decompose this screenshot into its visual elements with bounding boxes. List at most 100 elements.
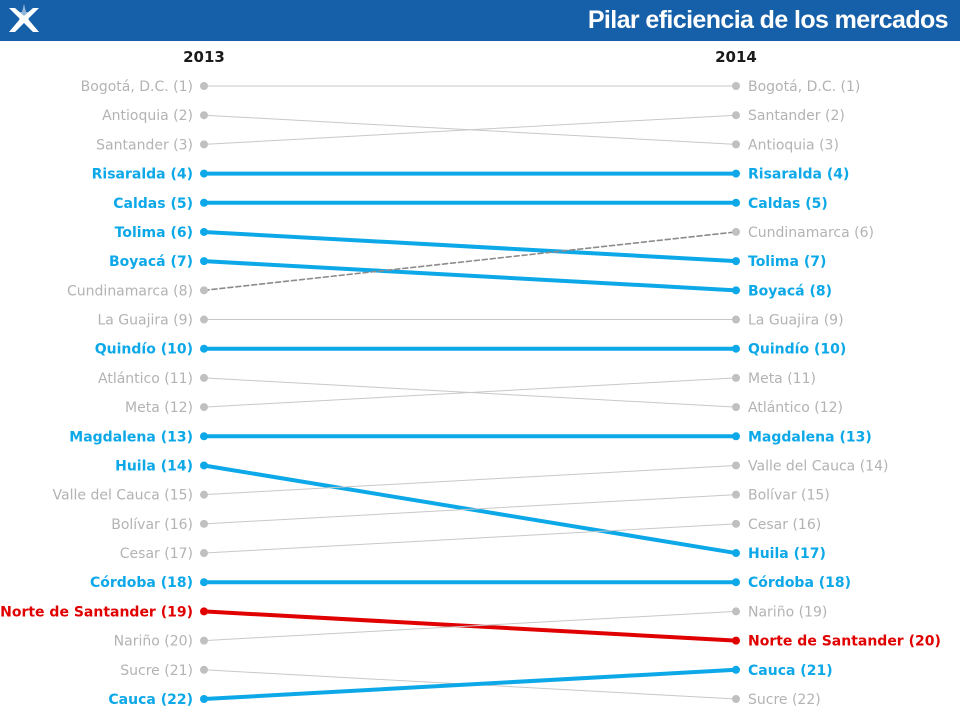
label-2014-narino: Nariño (19)	[748, 604, 827, 620]
dot-2014-risaralda	[732, 169, 740, 178]
dot-2014-cundinamarca	[732, 227, 740, 236]
dot-2013-magdalena	[200, 432, 208, 441]
label-2014-bogota-d-c: Bogotá, D.C. (1)	[748, 79, 860, 95]
dot-2014-bolivar	[732, 490, 740, 499]
dot-2013-cauca	[200, 694, 208, 703]
dot-2014-quindio	[732, 344, 740, 353]
dot-2014-la-guajira	[732, 315, 740, 324]
label-2013-bogota-d-c: Bogotá, D.C. (1)	[81, 79, 193, 95]
slope-line-santander	[203, 114, 737, 145]
label-2013-valle-del-cauca: Valle del Cauca (15)	[53, 488, 193, 504]
dot-2014-tolima	[732, 257, 740, 266]
label-2013-huila: Huila (14)	[115, 458, 193, 474]
chart-labels: 2013 2014 Bogotá, D.C. (1) Bogotá, D.C. (1)…	[0, 48, 941, 708]
dot-2013-quindio	[200, 344, 208, 353]
label-2014-cundinamarca: Cundinamarca (6)	[748, 225, 874, 241]
label-2014-cesar: Cesar (16)	[748, 517, 821, 533]
label-2014-meta: Meta (11)	[748, 371, 816, 387]
dot-2014-cauca	[732, 665, 740, 674]
dot-2013-cundinamarca	[200, 286, 208, 295]
chart-dots	[200, 82, 740, 703]
label-2014-cordoba: Córdoba (18)	[748, 575, 851, 591]
label-2013-magdalena: Magdalena (13)	[69, 429, 193, 445]
dot-2014-santander	[732, 111, 740, 120]
label-2014-huila: Huila (17)	[748, 546, 826, 562]
label-2014-cauca: Cauca (21)	[748, 663, 833, 679]
dot-2013-huila	[200, 461, 208, 470]
label-2013-meta: Meta (12)	[125, 400, 193, 416]
label-2014-quindio: Quindío (10)	[748, 342, 846, 358]
title-bar: Pilar eficiencia de los mercados	[0, 0, 960, 41]
dot-2013-tolima	[200, 227, 208, 236]
label-2013-risaralda: Risaralda (4)	[92, 167, 193, 183]
label-2013-bolivar: Bolívar (16)	[111, 517, 193, 533]
label-2013-la-guajira: La Guajira (9)	[97, 313, 193, 329]
dot-2014-sucre	[732, 694, 740, 703]
label-2013-santander: Santander (3)	[96, 137, 193, 153]
label-2014-sucre: Sucre (22)	[748, 692, 821, 708]
dot-2014-magdalena	[732, 432, 740, 441]
dot-2014-valle-del-cauca	[732, 461, 740, 470]
dot-2013-cordoba	[200, 578, 208, 587]
label-2014-bolivar: Bolívar (15)	[748, 488, 830, 504]
dot-2013-cesar	[200, 549, 208, 558]
label-2013-norte-de-santander: Norte de Santander (19)	[0, 604, 193, 620]
dot-2013-bolivar	[200, 519, 208, 528]
label-2013-cauca: Cauca (22)	[108, 692, 193, 708]
dot-2014-caldas	[732, 198, 740, 207]
label-2013-sucre: Sucre (21)	[120, 663, 193, 679]
year-header-left: 2013	[183, 48, 225, 66]
label-2013-boyaca: Boyacá (7)	[109, 254, 193, 270]
label-2013-tolima: Tolima (6)	[115, 225, 193, 241]
slope-line-boyaca	[202, 259, 738, 293]
dot-2014-boyaca	[732, 286, 740, 295]
label-2013-cundinamarca: Cundinamarca (8)	[67, 283, 193, 299]
dot-2013-sucre	[200, 665, 208, 674]
dot-2014-meta	[732, 373, 740, 382]
slope-line-cundinamarca	[203, 231, 737, 292]
label-2014-la-guajira: La Guajira (9)	[748, 313, 844, 329]
dot-2013-antioquia	[200, 111, 208, 120]
label-2013-quindio: Quindío (10)	[95, 342, 193, 358]
label-2013-narino: Nariño (20)	[114, 634, 193, 650]
label-2014-antioquia: Antioquia (3)	[748, 137, 839, 153]
slope-line-bolivar	[203, 494, 737, 525]
dot-2013-narino	[200, 636, 208, 645]
dot-2013-boyaca	[200, 257, 208, 266]
dot-2014-bogota-d-c	[732, 82, 740, 90]
label-2013-cesar: Cesar (17)	[120, 546, 193, 562]
dot-2014-narino	[732, 607, 740, 616]
label-2014-tolima: Tolima (7)	[748, 254, 826, 270]
label-2014-valle-del-cauca: Valle del Cauca (14)	[748, 458, 888, 474]
dot-2014-cesar	[732, 519, 740, 528]
dot-2013-meta	[200, 403, 208, 412]
label-2014-santander: Santander (2)	[748, 108, 845, 124]
label-2014-norte-de-santander: Norte de Santander (20)	[748, 634, 941, 650]
dot-2014-atlantico	[732, 403, 740, 412]
slope-line-cauca	[202, 667, 738, 701]
dot-2014-huila	[732, 549, 740, 558]
star-chevron-logo-icon	[9, 4, 39, 32]
label-2014-boyaca: Boyacá (8)	[748, 283, 832, 299]
slope-line-valle-del-cauca	[203, 464, 737, 496]
label-2013-atlantico: Atlántico (11)	[98, 371, 193, 387]
dot-2014-norte-de-santander	[732, 636, 740, 645]
label-2014-atlantico: Atlántico (12)	[748, 400, 843, 416]
label-2013-caldas: Caldas (5)	[113, 196, 193, 212]
label-2014-risaralda: Risaralda (4)	[748, 167, 849, 183]
slope-line-narino	[203, 610, 737, 642]
dot-2013-norte-de-santander	[200, 607, 208, 616]
label-2014-caldas: Caldas (5)	[748, 196, 828, 212]
chart-lines	[202, 85, 738, 701]
slope-line-tolima	[202, 229, 738, 264]
dot-2013-la-guajira	[200, 315, 208, 324]
dot-2013-risaralda	[200, 169, 208, 178]
label-2013-cordoba: Córdoba (18)	[90, 575, 193, 591]
label-2013-antioquia: Antioquia (2)	[102, 108, 193, 124]
dot-2013-santander	[200, 140, 208, 149]
dot-2013-caldas	[200, 198, 208, 207]
dot-2014-antioquia	[732, 140, 740, 149]
slope-line-cesar	[203, 523, 737, 554]
dot-2013-atlantico	[200, 373, 208, 382]
